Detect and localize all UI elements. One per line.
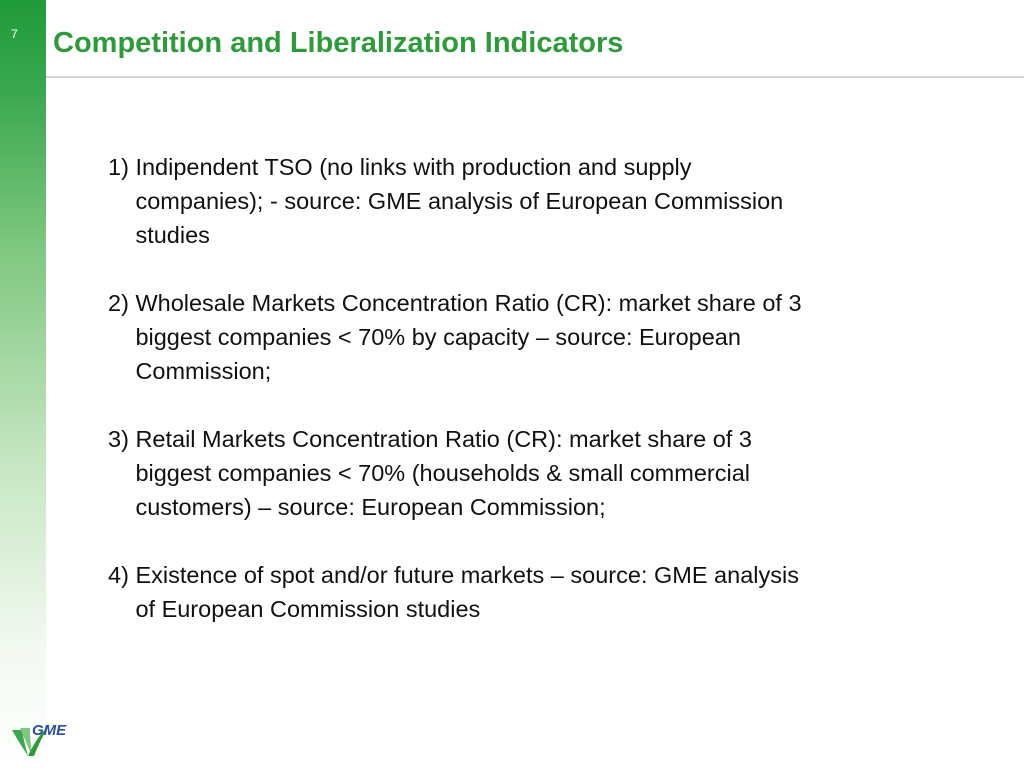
- title-divider: [46, 76, 1024, 78]
- gme-logo-icon: [12, 724, 50, 756]
- list-item: 4) Existence of spot and/or future marke…: [108, 558, 968, 626]
- side-bar: [0, 0, 46, 768]
- logo-text: GME: [32, 722, 67, 739]
- item-text: Existence of spot and/or future markets …: [135, 562, 799, 622]
- item-text: Retail Markets Concentration Ratio (CR):…: [135, 426, 752, 520]
- item-text: Indipendent TSO (no links with productio…: [135, 154, 784, 248]
- page-number: 7: [11, 27, 18, 41]
- list-item: 2) Wholesale Markets Concentration Ratio…: [108, 286, 968, 388]
- indicator-list: 1) Indipendent TSO (no links with produc…: [108, 150, 968, 660]
- slide-title: Competition and Liberalization Indicator…: [53, 27, 624, 59]
- list-item: 3) Retail Markets Concentration Ratio (C…: [108, 422, 968, 524]
- list-item: 1) Indipendent TSO (no links with produc…: [108, 150, 968, 252]
- item-number: 2): [108, 290, 136, 316]
- item-text: Wholesale Markets Concentration Ratio (C…: [135, 290, 802, 384]
- item-number: 4): [108, 562, 136, 588]
- item-number: 1): [108, 154, 136, 180]
- item-number: 3): [108, 426, 136, 452]
